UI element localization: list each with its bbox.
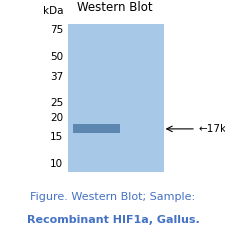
Text: Figure. Western Blot; Sample:: Figure. Western Blot; Sample:	[30, 192, 195, 202]
Text: 37: 37	[50, 72, 63, 82]
Text: 75: 75	[50, 25, 63, 35]
Text: 50: 50	[50, 52, 63, 62]
Text: 15: 15	[50, 132, 63, 142]
Text: Recombinant HIF1a, Gallus.: Recombinant HIF1a, Gallus.	[27, 215, 198, 225]
Text: 20: 20	[50, 113, 63, 123]
Text: ←17kDa: ←17kDa	[198, 124, 225, 134]
Text: Western Blot: Western Blot	[77, 1, 152, 15]
Text: 25: 25	[50, 98, 63, 108]
Text: 10: 10	[50, 159, 63, 169]
Text: kDa: kDa	[42, 6, 63, 16]
